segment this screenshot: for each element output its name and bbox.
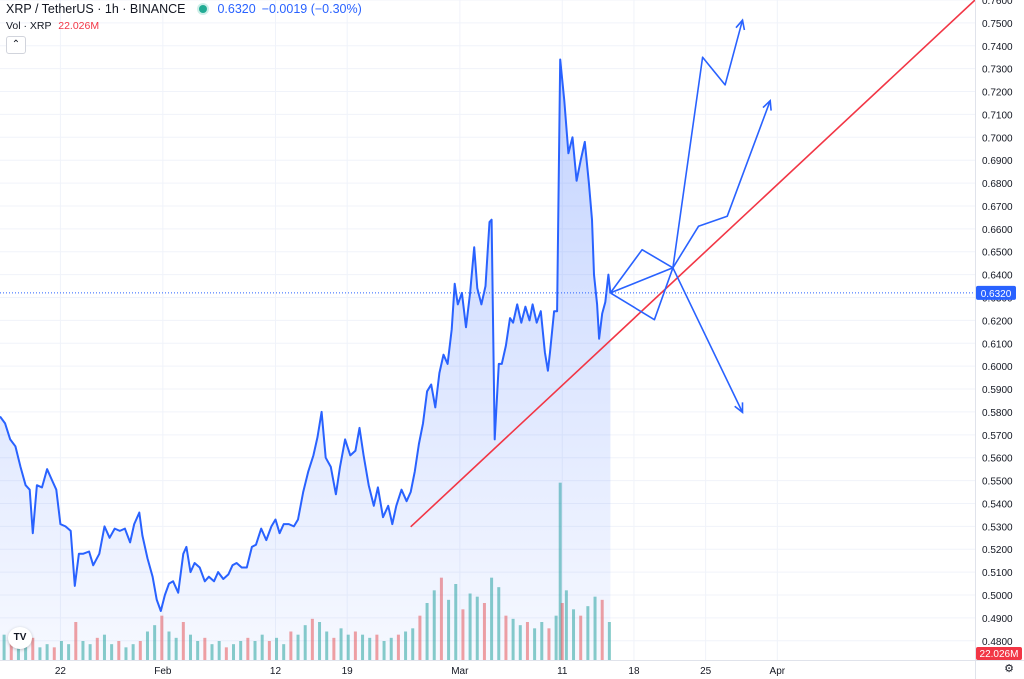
projection-arrowhead [762,98,772,111]
x-tick-label: Apr [770,666,786,677]
volume-badge [976,647,1022,660]
y-tick-label: 0.6800 [982,179,1013,190]
y-tick-label: 0.5700 [982,431,1013,442]
y-tick-label: 0.5300 [982,522,1013,533]
y-tick-label: 0.7200 [982,88,1013,99]
projection-path [609,267,744,413]
y-tick-label: 0.7600 [982,0,1013,7]
y-tick-label: 0.5800 [982,408,1013,419]
x-tick-label: 12 [270,666,282,677]
y-tick-label: 0.6600 [982,225,1013,236]
x-tick-label: 22 [55,666,67,677]
y-tick-label: 0.4900 [982,614,1013,625]
y-tick-label: 0.7300 [982,65,1013,76]
y-tick-label: 0.7100 [982,110,1013,121]
y-tick-label: 0.6500 [982,248,1013,259]
symbol-title[interactable]: XRP / TetherUS · 1h · BINANCE [6,2,186,16]
x-tick-label: Feb [154,666,172,677]
volume-legend: Vol · XRP 22.026M [6,20,99,32]
settings-gear-icon[interactable]: ⚙ [1004,663,1014,675]
projection-path [609,100,771,294]
price-badge [976,285,1016,300]
live-status-icon [199,5,208,13]
projection-arrowhead [734,402,744,415]
symbol-header: XRP / TetherUS · 1h · BINANCE 0.6320 −0.… [6,2,362,16]
volume-value: 22.026M [58,20,100,32]
x-tick-label: 19 [342,666,354,677]
y-tick-label: 0.5600 [982,454,1013,465]
y-tick-label: 0.6900 [982,156,1013,167]
tradingview-logo-icon[interactable]: TV [8,627,32,649]
volume-badge-label: 22.026M [980,649,1019,660]
price-line [0,58,612,612]
x-tick-label: 25 [700,666,712,677]
x-tick-label: 18 [628,666,640,677]
y-tick-label: 0.5500 [982,477,1013,488]
y-tick-label: 0.5100 [982,568,1013,579]
projection-arrowhead [735,18,746,31]
y-tick-label: 0.7000 [982,133,1013,144]
y-tick-label: 0.5400 [982,499,1013,510]
price-area [0,59,611,660]
collapse-chevron-icon[interactable]: ⌃ [6,36,26,54]
y-tick-label: 0.7500 [982,19,1013,30]
price-change: −0.0019 (−0.30%) [261,2,362,16]
price-badge-label: 0.6320 [981,289,1012,300]
last-price: 0.6320 [217,2,256,16]
y-tick-label: 0.6400 [982,271,1013,282]
y-tick-label: 0.6200 [982,316,1013,327]
y-tick-label: 0.5000 [982,591,1013,602]
trendline [410,0,976,528]
y-tick-label: 0.6700 [982,202,1013,213]
projection-path [610,19,744,294]
x-tick-label: 11 [557,666,568,677]
volume-label[interactable]: Vol · XRP [6,20,52,32]
y-tick-label: 0.7400 [982,42,1013,53]
drawing-layer[interactable] [0,0,976,528]
area-layer [0,59,611,660]
y-tick-label: 0.6100 [982,339,1013,350]
y-tick-label: 0.5900 [982,385,1013,396]
y-tick-label: 0.4800 [982,637,1013,648]
y-tick-label: 0.6000 [982,362,1013,373]
line-layer [0,58,612,612]
y-tick-label: 0.5200 [982,545,1013,556]
x-tick-label: Mar [451,666,469,677]
